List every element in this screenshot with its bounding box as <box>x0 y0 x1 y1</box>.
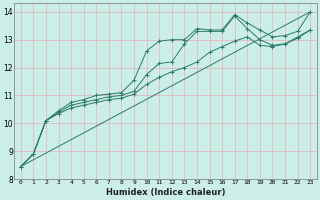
X-axis label: Humidex (Indice chaleur): Humidex (Indice chaleur) <box>106 188 225 197</box>
